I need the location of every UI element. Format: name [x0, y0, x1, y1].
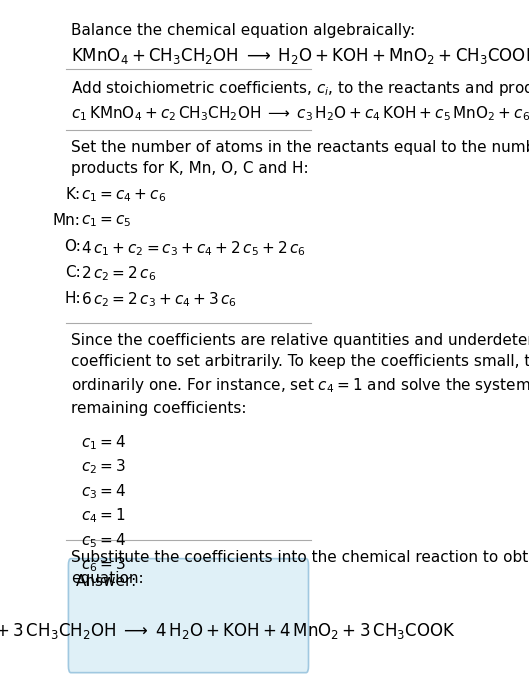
Text: Mn:: Mn:: [53, 213, 81, 228]
Text: Since the coefficients are relative quantities and underdetermined, choose a
coe: Since the coefficients are relative quan…: [71, 333, 529, 416]
Text: $\mathrm{KMnO_4 + CH_3CH_2OH \;\longrightarrow\; H_2O + KOH + MnO_2 + CH_3COOK}$: $\mathrm{KMnO_4 + CH_3CH_2OH \;\longrigh…: [71, 46, 529, 66]
Text: $c_3 = 4$: $c_3 = 4$: [81, 482, 126, 501]
Text: $c_1 = c_4 + c_6$: $c_1 = c_4 + c_6$: [81, 188, 166, 204]
Text: $4\,\mathrm{KMnO_4} + 3\,\mathrm{CH_3CH_2OH} \;\longrightarrow\; 4\,\mathrm{H_2O: $4\,\mathrm{KMnO_4} + 3\,\mathrm{CH_3CH_…: [0, 621, 455, 641]
Text: $c_1\,\mathrm{KMnO_4} + c_2\,\mathrm{CH_3CH_2OH} \;\longrightarrow\; c_3\,\mathr: $c_1\,\mathrm{KMnO_4} + c_2\,\mathrm{CH_…: [71, 104, 529, 123]
Text: C:: C:: [65, 264, 81, 280]
Text: $c_1 = c_5$: $c_1 = c_5$: [81, 213, 131, 229]
FancyBboxPatch shape: [68, 559, 308, 673]
Text: Set the number of atoms in the reactants equal to the number of atoms in the
pro: Set the number of atoms in the reactants…: [71, 140, 529, 176]
Text: $c_6 = 3$: $c_6 = 3$: [81, 555, 125, 574]
Text: $4\,c_1 + c_2 = c_3 + c_4 + 2\,c_5 + 2\,c_6$: $4\,c_1 + c_2 = c_3 + c_4 + 2\,c_5 + 2\,…: [81, 239, 305, 258]
Text: H:: H:: [64, 291, 81, 306]
Text: O:: O:: [64, 239, 81, 254]
Text: $c_4 = 1$: $c_4 = 1$: [81, 506, 125, 525]
Text: $c_2 = 3$: $c_2 = 3$: [81, 458, 125, 476]
Text: $2\,c_2 = 2\,c_6$: $2\,c_2 = 2\,c_6$: [81, 264, 156, 284]
Text: Add stoichiometric coefficients, $c_i$, to the reactants and products:: Add stoichiometric coefficients, $c_i$, …: [71, 79, 529, 98]
Text: $c_5 = 4$: $c_5 = 4$: [81, 531, 126, 550]
Text: K:: K:: [66, 188, 81, 203]
Text: Answer:: Answer:: [76, 574, 137, 589]
Text: Substitute the coefficients into the chemical reaction to obtain the balanced
eq: Substitute the coefficients into the che…: [71, 550, 529, 586]
Text: $c_1 = 4$: $c_1 = 4$: [81, 433, 126, 452]
Text: Balance the chemical equation algebraically:: Balance the chemical equation algebraica…: [71, 23, 415, 38]
Text: $6\,c_2 = 2\,c_3 + c_4 + 3\,c_6$: $6\,c_2 = 2\,c_3 + c_4 + 3\,c_6$: [81, 291, 237, 309]
